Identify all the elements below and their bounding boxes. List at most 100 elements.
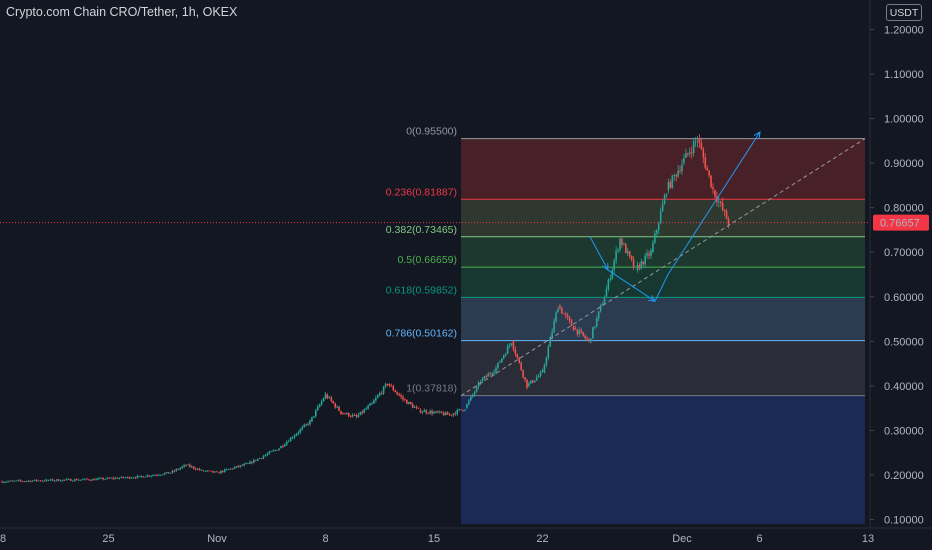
candle-body	[181, 466, 183, 469]
candle-body	[315, 410, 317, 416]
candle-body	[458, 409, 460, 411]
candle-body	[104, 478, 106, 480]
candle-body	[623, 243, 625, 245]
candle-body	[212, 470, 214, 473]
candle-body	[615, 250, 617, 261]
candle-body	[35, 479, 38, 481]
candle-body	[677, 170, 679, 177]
candle-body	[390, 385, 393, 387]
candle-body	[468, 400, 470, 405]
candle-body	[7, 481, 9, 483]
candle-body	[112, 477, 115, 479]
candle-body	[681, 164, 683, 172]
candle-body	[446, 412, 449, 415]
candle-body	[559, 305, 561, 309]
candle-body	[262, 456, 265, 459]
x-tick-label: 15	[428, 533, 440, 545]
candle-body	[452, 413, 455, 416]
candle-body	[154, 474, 156, 476]
candle-body	[380, 393, 383, 394]
candle-body	[483, 376, 486, 379]
candle-body	[346, 412, 348, 415]
candle-body	[555, 312, 557, 321]
candle-body	[485, 376, 488, 378]
candle-body	[456, 409, 459, 415]
candle-body	[506, 346, 509, 354]
candle-body	[222, 470, 224, 472]
y-tick-label: 1.20000	[884, 25, 924, 37]
candle-body	[98, 478, 100, 480]
candle-body	[264, 455, 267, 457]
candle-body	[291, 437, 294, 439]
candle-body	[464, 409, 466, 411]
candle-body	[473, 391, 476, 395]
candle-body	[528, 383, 530, 386]
fib-level-label: 0.618(0.59852)	[386, 284, 457, 296]
candle-body	[696, 140, 699, 142]
candle-body	[714, 189, 716, 197]
candle-body	[460, 409, 462, 411]
candle-body	[3, 482, 5, 483]
candle-body	[564, 313, 567, 316]
candle-body	[11, 480, 13, 482]
candle-body	[661, 203, 664, 212]
candle-body	[706, 167, 708, 171]
y-tick-label: 0.30000	[884, 425, 924, 437]
candle-body	[49, 479, 52, 481]
candle-body	[402, 396, 404, 400]
candle-body	[156, 474, 158, 476]
candle-body	[330, 397, 333, 402]
x-tick-label: 22	[536, 533, 548, 545]
candle-body	[454, 413, 457, 415]
candle-body	[23, 481, 26, 483]
candle-body	[307, 424, 309, 425]
candle-body	[549, 337, 552, 347]
candle-body	[140, 476, 143, 478]
y-tick-label: 1.00000	[884, 114, 924, 126]
candle-body	[332, 401, 335, 404]
candle-body	[328, 397, 331, 399]
candles	[1, 133, 730, 484]
candle-body	[526, 379, 528, 388]
candle-body	[671, 175, 674, 188]
candle-body	[167, 472, 170, 474]
candle-body	[557, 308, 559, 313]
projection-arrow	[607, 269, 656, 302]
candle-body	[359, 411, 362, 416]
candle-body	[590, 338, 592, 342]
current-price-tag	[873, 214, 929, 231]
candle-body	[628, 251, 631, 256]
candle-body	[409, 402, 412, 405]
candle-body	[128, 476, 131, 479]
candle-body	[512, 341, 515, 350]
currency-label[interactable]: USDT	[886, 4, 922, 21]
candle-body	[378, 393, 381, 396]
candle-body	[256, 458, 259, 461]
candle-body	[386, 384, 389, 385]
candle-body	[566, 315, 569, 318]
candle-body	[427, 412, 429, 414]
candle-body	[508, 344, 511, 347]
candle-body	[646, 253, 648, 256]
candle-body	[191, 466, 193, 468]
candle-body	[406, 400, 408, 404]
candle-body	[122, 476, 125, 478]
candle-body	[437, 411, 439, 413]
candle-body	[725, 211, 728, 220]
candle-body	[243, 464, 245, 466]
candle-body	[607, 279, 610, 290]
candle-body	[21, 480, 24, 482]
candle-body	[225, 469, 228, 471]
candle-body	[138, 475, 141, 477]
candle-body	[659, 211, 662, 224]
candle-body	[233, 467, 236, 469]
chart-title: Crypto.com Chain CRO/Tether, 1h, OKEX	[6, 5, 238, 19]
candle-body	[146, 475, 149, 477]
candle-body	[603, 298, 606, 305]
candle-body	[239, 465, 242, 467]
candle-body	[535, 377, 538, 381]
candle-body	[708, 170, 710, 176]
candle-body	[489, 373, 491, 375]
